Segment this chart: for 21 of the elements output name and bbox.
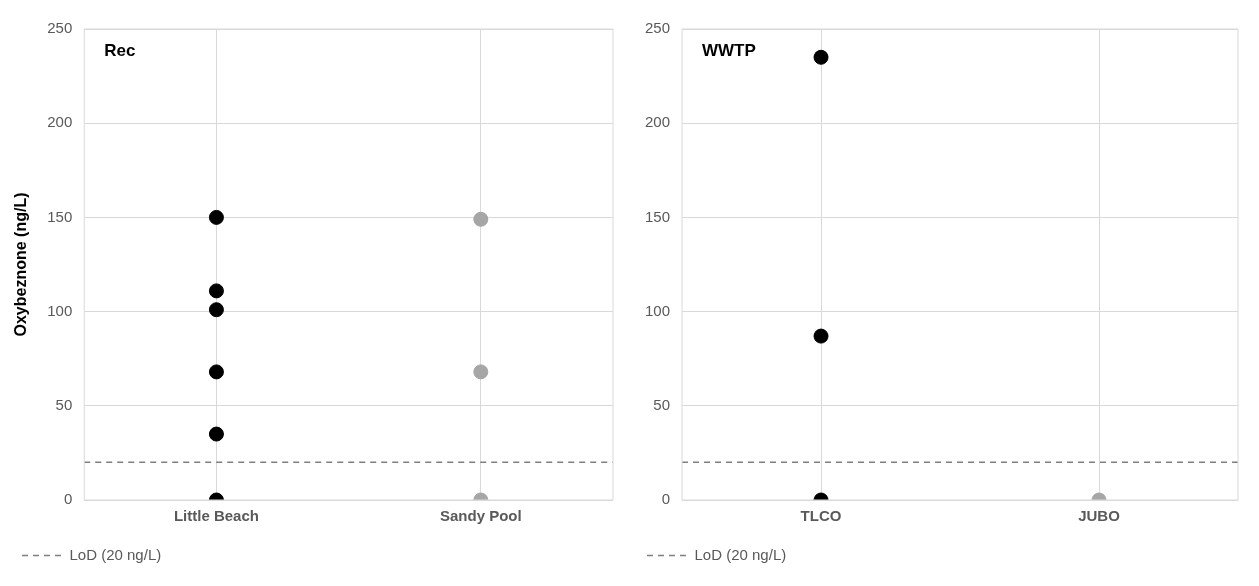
y-tick-label: 50 bbox=[55, 395, 73, 413]
legend-label: LoD (20 ng/L) bbox=[69, 545, 162, 563]
y-tick-label: 0 bbox=[661, 490, 671, 508]
y-tick-label: 0 bbox=[63, 490, 73, 508]
annotation: Rec bbox=[104, 41, 136, 61]
legend-label: LoD (20 ng/L) bbox=[694, 545, 787, 563]
x-tick-label: TLCO bbox=[800, 507, 842, 525]
y-tick-label: 250 bbox=[645, 19, 671, 37]
y-tick-label: 100 bbox=[47, 301, 73, 319]
x-tick-label: JUBO bbox=[1078, 507, 1121, 525]
y-tick-label: 150 bbox=[47, 207, 73, 225]
annotation: WWTP bbox=[702, 41, 756, 61]
y-tick-label: 150 bbox=[645, 207, 671, 225]
x-tick-label: Sandy Pool bbox=[439, 507, 522, 525]
y-tick-label: 100 bbox=[645, 301, 671, 319]
y-tick-label: 200 bbox=[47, 113, 73, 131]
y-tick-label: 200 bbox=[645, 113, 671, 131]
y-tick-label: 50 bbox=[653, 395, 671, 413]
y-tick-label: 250 bbox=[47, 19, 73, 37]
y-axis-title: Oxybeznone (ng/L) bbox=[12, 192, 30, 337]
x-tick-label: Little Beach bbox=[173, 507, 259, 525]
